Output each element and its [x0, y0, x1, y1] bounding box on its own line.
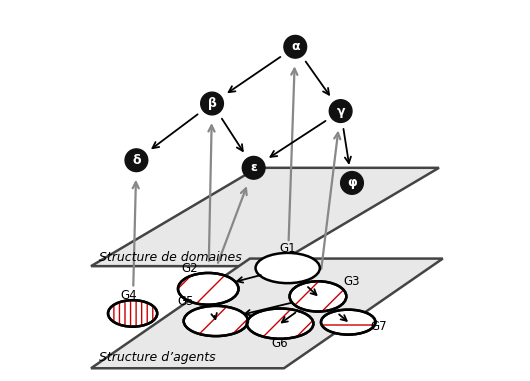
Circle shape: [242, 157, 265, 179]
Text: ε: ε: [250, 161, 257, 174]
Text: G2: G2: [181, 261, 198, 275]
Ellipse shape: [108, 300, 157, 327]
Text: δ: δ: [132, 154, 140, 167]
Text: G5: G5: [178, 295, 194, 308]
Text: β: β: [208, 97, 216, 110]
Circle shape: [329, 100, 352, 122]
Ellipse shape: [289, 281, 346, 312]
Polygon shape: [91, 168, 439, 266]
Polygon shape: [91, 259, 443, 368]
Text: G4: G4: [120, 289, 137, 302]
Ellipse shape: [184, 306, 248, 336]
Text: γ: γ: [337, 104, 345, 118]
Ellipse shape: [178, 273, 238, 305]
Text: Structure d’agents: Structure d’agents: [99, 352, 215, 365]
Text: φ: φ: [347, 176, 357, 189]
Text: G3: G3: [344, 275, 360, 288]
Circle shape: [284, 35, 306, 58]
Text: α: α: [291, 40, 299, 53]
Ellipse shape: [247, 309, 313, 339]
Text: G6: G6: [272, 337, 288, 350]
Circle shape: [201, 92, 224, 115]
Ellipse shape: [321, 310, 375, 335]
Circle shape: [125, 149, 148, 171]
Text: Structure de domaines: Structure de domaines: [99, 251, 241, 264]
Ellipse shape: [255, 253, 320, 283]
Text: G1: G1: [279, 242, 296, 255]
Text: G7: G7: [370, 320, 387, 333]
Circle shape: [341, 171, 364, 194]
